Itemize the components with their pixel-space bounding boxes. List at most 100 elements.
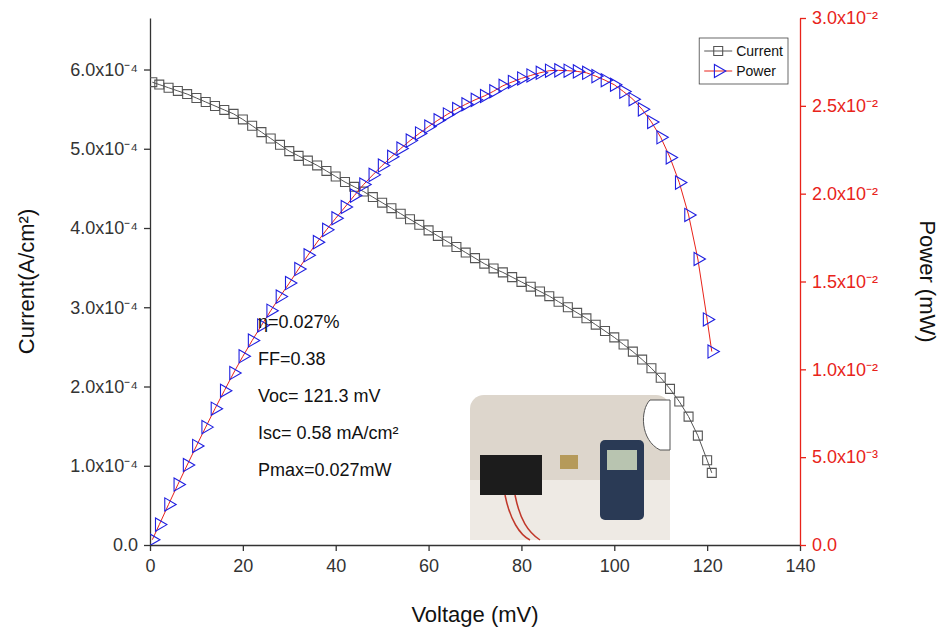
- chart: 0204060801001201400.01.0x10⁻⁴2.0x10⁻⁴3.0…: [0, 0, 944, 635]
- tick: 60: [419, 545, 439, 576]
- tick-mark: [144, 69, 150, 70]
- photo-lamp: [643, 400, 670, 450]
- tick-mark: [144, 545, 150, 546]
- tick-label: 80: [512, 556, 532, 576]
- photo-meter-screen: [607, 450, 637, 470]
- data-point: [526, 282, 535, 291]
- tick-label: 3.0x10⁻²: [812, 8, 878, 28]
- tick-label: 100: [600, 556, 630, 576]
- data-point: [304, 249, 315, 262]
- tick-mark: [800, 457, 806, 458]
- data-point: [276, 140, 285, 149]
- photo-wires: [505, 495, 540, 540]
- data-point: [313, 161, 322, 170]
- data-point: [489, 264, 498, 273]
- tick: 120: [693, 545, 723, 576]
- tick-mark: [707, 545, 708, 551]
- data-point: [638, 355, 647, 364]
- tick-label: 3.0x10⁻⁴: [70, 298, 138, 318]
- tick-label: 60: [419, 556, 439, 576]
- legend-label: Power: [736, 63, 776, 79]
- data-point: [322, 166, 331, 175]
- data-point: [685, 208, 696, 221]
- data-point: [452, 243, 461, 252]
- data-point: [554, 297, 563, 306]
- data-point: [331, 172, 340, 181]
- data-point: [610, 333, 619, 342]
- data-point: [211, 101, 220, 110]
- data-point: [406, 215, 415, 224]
- tick-mark: [150, 545, 151, 551]
- data-point: [150, 533, 160, 545]
- data-point: [619, 340, 628, 349]
- data-point: [647, 364, 656, 373]
- data-point: [248, 121, 257, 130]
- data-point: [396, 209, 405, 218]
- data-point: [285, 147, 294, 156]
- tick: 1.0x10⁻²: [800, 360, 878, 380]
- data-point: [239, 350, 250, 363]
- data-point: [174, 478, 185, 491]
- data-point: [230, 366, 241, 379]
- data-point: [150, 78, 157, 87]
- data-point: [285, 277, 296, 290]
- data-point: [192, 94, 201, 103]
- data-point: [173, 86, 182, 95]
- tick-label: 140: [785, 556, 815, 576]
- data-point: [517, 277, 526, 286]
- tick: 5.0x10⁻⁴: [70, 139, 150, 159]
- tick: 4.0x10⁻⁴: [70, 218, 150, 238]
- tick-label: 20: [233, 556, 253, 576]
- y-axis-title: Current(A/cm²): [14, 209, 39, 354]
- x-axis-title: Voltage (mV): [411, 602, 538, 627]
- data-point: [415, 220, 424, 229]
- photo-background: [470, 395, 670, 540]
- tick-label: 2.5x10⁻²: [812, 96, 878, 116]
- tick: 5.0x10⁻³: [800, 447, 878, 467]
- data-point: [276, 290, 287, 303]
- tick-mark: [243, 545, 244, 551]
- series-line: [152, 82, 711, 473]
- tick-label: 2.0x10⁻⁴: [70, 377, 138, 397]
- tick-label: 1.0x10⁻⁴: [70, 456, 138, 476]
- data-point: [155, 518, 166, 531]
- data-point: [498, 268, 507, 277]
- data-point: [229, 109, 238, 118]
- data-point: [708, 345, 719, 358]
- data-point: [378, 198, 387, 207]
- tick-mark: [800, 545, 806, 546]
- tick: 0.0: [800, 535, 837, 555]
- data-point: [387, 204, 396, 213]
- data-point: [248, 334, 259, 347]
- legend-marker: [714, 47, 723, 56]
- data-point: [703, 456, 712, 465]
- data-point: [707, 468, 716, 477]
- data-point: [433, 231, 442, 240]
- tick-label: 5.0x10⁻³: [812, 447, 878, 467]
- tick: 20: [233, 545, 253, 576]
- data-point: [165, 498, 176, 511]
- tick: 2.5x10⁻²: [800, 96, 878, 116]
- data-point: [536, 287, 545, 296]
- data-point: [480, 259, 489, 268]
- tick-mark: [800, 369, 806, 370]
- tick-label: 0.0: [113, 535, 138, 555]
- x-axis: 020406080100120140: [145, 545, 815, 576]
- data-point: [675, 397, 684, 406]
- tick-mark: [800, 281, 806, 282]
- tick-mark: [428, 545, 429, 551]
- data-point: [211, 402, 222, 415]
- tick-label: 1.5x10⁻²: [812, 272, 878, 292]
- data-point: [183, 90, 192, 99]
- data-point: [648, 115, 659, 128]
- y2-axis-title: Power (mW): [915, 220, 940, 342]
- data-point: [193, 439, 204, 452]
- photo-box: [480, 455, 542, 495]
- tick-label: 0: [145, 556, 155, 576]
- tick-mark: [614, 545, 615, 551]
- data-point: [220, 384, 231, 397]
- data-point: [202, 421, 213, 434]
- photo-cell: [560, 455, 578, 469]
- tick: 6.0x10⁻⁴: [70, 60, 150, 80]
- data-point: [545, 292, 554, 301]
